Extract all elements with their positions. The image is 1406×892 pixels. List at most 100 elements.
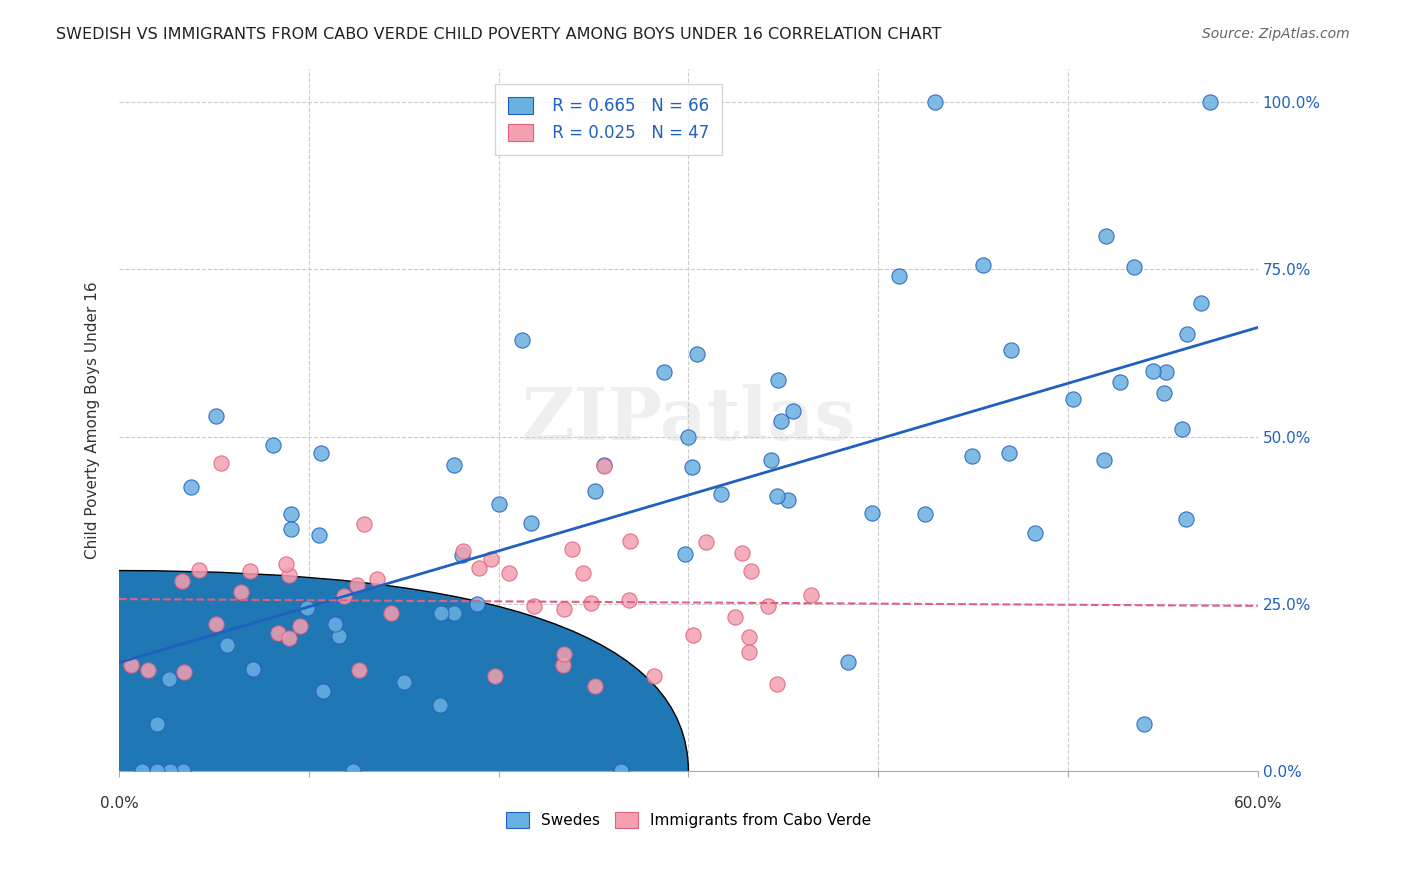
Swedes [328, 629, 350, 643]
Immigrants from Cabo Verde [498, 566, 520, 581]
Swedes [592, 458, 614, 472]
Swedes [972, 258, 994, 272]
Immigrants from Cabo Verde [738, 630, 761, 644]
Immigrants from Cabo Verde [204, 616, 226, 631]
Swedes [308, 528, 330, 542]
Swedes [159, 764, 181, 779]
Text: SWEDISH VS IMMIGRANTS FROM CABO VERDE CHILD POVERTY AMONG BOYS UNDER 16 CORRELAT: SWEDISH VS IMMIGRANTS FROM CABO VERDE CH… [56, 27, 942, 42]
Legend: Swedes, Immigrants from Cabo Verde: Swedes, Immigrants from Cabo Verde [499, 805, 877, 834]
Swedes [686, 347, 709, 361]
Swedes [1189, 295, 1212, 310]
Swedes [673, 547, 696, 561]
Immigrants from Cabo Verde [346, 577, 368, 591]
Immigrants from Cabo Verde [800, 589, 823, 603]
Swedes [512, 333, 534, 347]
Immigrants from Cabo Verde [682, 627, 704, 641]
Immigrants from Cabo Verde [187, 563, 209, 577]
Immigrants from Cabo Verde [120, 658, 142, 673]
Swedes [520, 516, 543, 530]
Swedes [782, 404, 804, 418]
Text: 60.0%: 60.0% [1233, 797, 1282, 811]
Immigrants from Cabo Verde [353, 516, 375, 531]
FancyBboxPatch shape [0, 571, 689, 892]
Immigrants from Cabo Verde [593, 459, 616, 474]
Immigrants from Cabo Verde [766, 676, 789, 690]
Text: Source: ZipAtlas.com: Source: ZipAtlas.com [1202, 27, 1350, 41]
Swedes [860, 506, 883, 520]
Swedes [766, 373, 789, 387]
Immigrants from Cabo Verde [239, 564, 262, 578]
Swedes [323, 617, 346, 632]
Immigrants from Cabo Verde [451, 543, 474, 558]
Text: ZIPatlas: ZIPatlas [522, 384, 855, 456]
Swedes [443, 458, 465, 472]
Swedes [887, 269, 910, 284]
Swedes [924, 95, 946, 109]
Swedes [392, 674, 415, 689]
Immigrants from Cabo Verde [136, 663, 159, 677]
Swedes [1199, 95, 1222, 109]
Immigrants from Cabo Verde [347, 663, 370, 677]
Immigrants from Cabo Verde [523, 599, 546, 614]
Immigrants from Cabo Verde [617, 592, 640, 607]
Swedes [1133, 717, 1156, 731]
Immigrants from Cabo Verde [571, 566, 593, 581]
Immigrants from Cabo Verde [267, 626, 290, 640]
Immigrants from Cabo Verde [738, 645, 761, 659]
Swedes [1024, 526, 1046, 541]
Swedes [1175, 326, 1198, 341]
Immigrants from Cabo Verde [579, 597, 602, 611]
Immigrants from Cabo Verde [172, 574, 194, 589]
Swedes [769, 414, 792, 428]
Immigrants from Cabo Verde [278, 567, 301, 582]
Immigrants from Cabo Verde [479, 552, 502, 566]
Swedes [1171, 422, 1194, 436]
Immigrants from Cabo Verde [731, 546, 754, 560]
Swedes [837, 656, 859, 670]
Immigrants from Cabo Verde [277, 632, 299, 646]
Swedes [1122, 260, 1144, 274]
Immigrants from Cabo Verde [380, 606, 402, 620]
Swedes [488, 497, 510, 511]
Swedes [280, 507, 302, 521]
Swedes [761, 453, 783, 467]
Swedes [311, 683, 333, 698]
Swedes [610, 764, 633, 779]
Swedes [146, 764, 169, 779]
Immigrants from Cabo Verde [619, 533, 641, 548]
Immigrants from Cabo Verde [724, 609, 747, 624]
Swedes [131, 764, 153, 779]
Swedes [1142, 364, 1164, 378]
Immigrants from Cabo Verde [758, 599, 780, 614]
Swedes [1095, 228, 1118, 243]
Swedes [172, 764, 194, 779]
Swedes [465, 597, 488, 611]
Immigrants from Cabo Verde [467, 561, 489, 575]
Swedes [342, 764, 364, 779]
Immigrants from Cabo Verde [209, 457, 232, 471]
Swedes [262, 438, 284, 452]
Swedes [429, 698, 451, 712]
Swedes [914, 507, 936, 521]
Text: 0.0%: 0.0% [100, 797, 138, 811]
Immigrants from Cabo Verde [173, 665, 195, 679]
Swedes [309, 446, 332, 460]
Immigrants from Cabo Verde [643, 669, 665, 683]
Swedes [157, 672, 180, 686]
Swedes [1109, 376, 1132, 390]
Swedes [681, 460, 703, 475]
Swedes [1153, 386, 1175, 401]
Swedes [451, 548, 474, 562]
Immigrants from Cabo Verde [583, 679, 606, 693]
Swedes [962, 449, 984, 463]
Swedes [443, 607, 465, 621]
Swedes [1092, 453, 1115, 467]
Swedes [1175, 511, 1198, 525]
Immigrants from Cabo Verde [290, 619, 312, 633]
Swedes [180, 480, 202, 494]
Swedes [146, 717, 169, 731]
Swedes [710, 487, 733, 501]
Swedes [776, 493, 799, 508]
Swedes [429, 606, 451, 620]
Immigrants from Cabo Verde [551, 657, 574, 672]
